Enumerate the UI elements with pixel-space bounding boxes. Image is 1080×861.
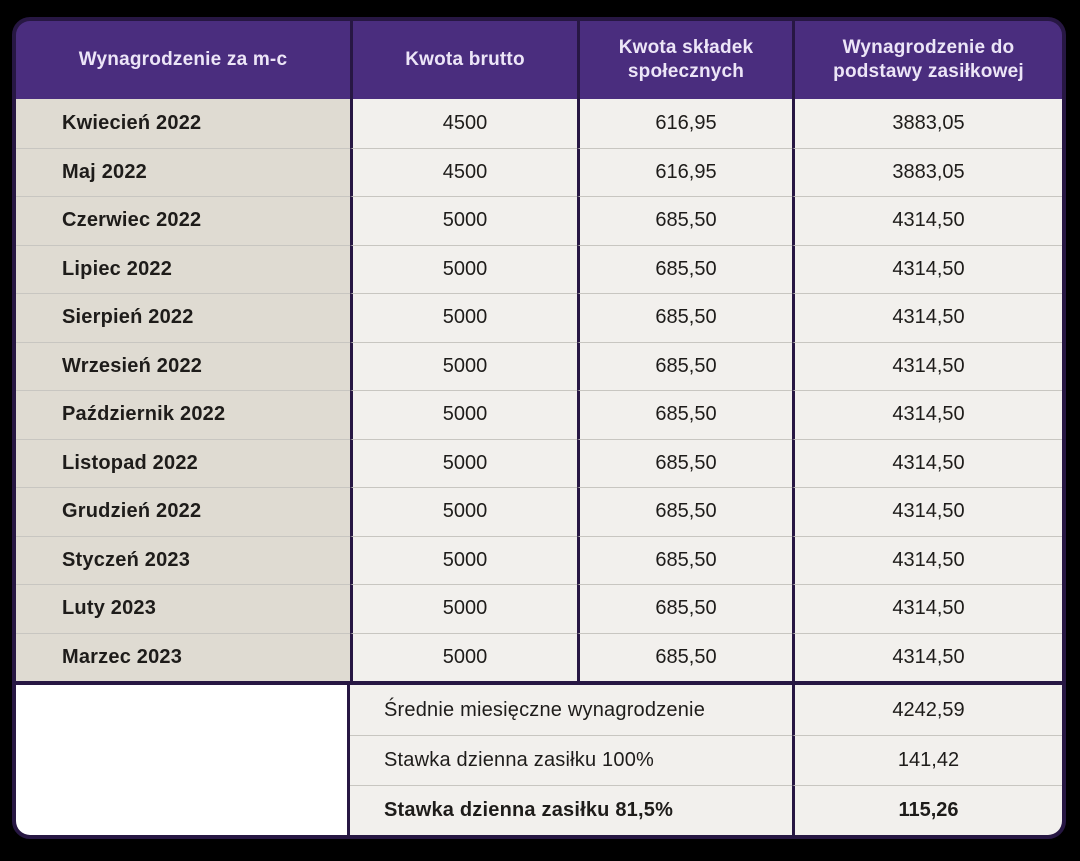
social-contrib-cell: 685,50 [577,632,792,681]
social-contrib-cell: 685,50 [577,390,792,439]
social-contrib-cell: 616,95 [577,147,792,196]
table-header-row: Wynagrodzenie za m-c Kwota brutto Kwota … [16,21,1062,99]
social-contrib-cell: 685,50 [577,584,792,633]
table-row: Styczeń 2023 5000 685,50 4314,50 [16,535,1062,584]
table-row: Listopad 2022 5000 685,50 4314,50 [16,438,1062,487]
summary-section: Średnie miesięczne wynagrodzenie 4242,59 S… [16,685,1062,835]
gross-amount-cell: 5000 [350,390,577,439]
table-row: Lipiec 2022 5000 685,50 4314,50 [16,244,1062,293]
gross-amount-cell: 5000 [350,244,577,293]
gross-amount-cell: 4500 [350,147,577,196]
benefit-base-cell: 3883,05 [792,147,1062,196]
benefit-base-cell: 4314,50 [792,438,1062,487]
header-cell-month: Wynagrodzenie za m-c [16,21,350,99]
month-cell: Luty 2023 [16,584,350,633]
table-row: Czerwiec 2022 5000 685,50 4314,50 [16,196,1062,245]
month-cell: Lipiec 2022 [16,244,350,293]
table-row: Luty 2023 5000 685,50 4314,50 [16,584,1062,633]
summary-divider [16,681,1062,685]
social-contrib-cell: 685,50 [577,293,792,342]
benefit-base-cell: 4314,50 [792,196,1062,245]
table-row: Kwiecień 2022 4500 616,95 3883,05 [16,99,1062,148]
gross-amount-cell: 5000 [350,584,577,633]
benefit-base-cell: 4314,50 [792,341,1062,390]
benefit-base-cell: 4314,50 [792,632,1062,681]
benefit-base-cell: 4314,50 [792,584,1062,633]
social-contrib-cell: 616,95 [577,99,792,148]
summary-label: Średnie miesięczne wynagrodzenie [350,685,792,735]
month-cell: Grudzień 2022 [16,487,350,536]
month-cell: Maj 2022 [16,147,350,196]
month-cell: Sierpień 2022 [16,293,350,342]
table-row: Marzec 2023 5000 685,50 4314,50 [16,632,1062,681]
benefit-base-cell: 3883,05 [792,99,1062,148]
gross-amount-cell: 5000 [350,487,577,536]
benefit-base-cell: 4314,50 [792,390,1062,439]
header-cell-benefit-base: Wynagrodzenie do podstawy zasiłkowej [792,21,1062,99]
table-body: Kwiecień 2022 4500 616,95 3883,05 Maj 2022 45… [16,99,1062,681]
summary-value: 115,26 [792,785,1062,835]
gross-amount-cell: 5000 [350,632,577,681]
month-cell: Kwiecień 2022 [16,99,350,148]
gross-amount-cell: 5000 [350,196,577,245]
table-row: Grudzień 2022 5000 685,50 4314,50 [16,487,1062,536]
gross-amount-cell: 4500 [350,99,577,148]
header-cell-social-contributions: Kwota składek społecznych [577,21,792,99]
benefit-base-cell: 4314,50 [792,535,1062,584]
month-cell: Marzec 2023 [16,632,350,681]
summary-label: Stawka dzienna zasiłku 100% [350,735,792,785]
month-cell: Listopad 2022 [16,438,350,487]
table-row: Październik 2022 5000 685,50 4314,50 [16,390,1062,439]
month-cell: Październik 2022 [16,390,350,439]
gross-amount-cell: 5000 [350,535,577,584]
benefit-base-cell: 4314,50 [792,244,1062,293]
summary-label: Stawka dzienna zasiłku 81,5% [350,785,792,835]
gross-amount-cell: 5000 [350,341,577,390]
table-row: Sierpień 2022 5000 685,50 4314,50 [16,293,1062,342]
salary-table-card: Wynagrodzenie za m-c Kwota brutto Kwota … [12,17,1066,839]
summary-value: 141,42 [792,735,1062,785]
gross-amount-cell: 5000 [350,293,577,342]
social-contrib-cell: 685,50 [577,341,792,390]
summary-empty-block [16,685,350,835]
social-contrib-cell: 685,50 [577,438,792,487]
table-row: Maj 2022 4500 616,95 3883,05 [16,147,1062,196]
gross-amount-cell: 5000 [350,438,577,487]
benefit-base-cell: 4314,50 [792,293,1062,342]
month-cell: Styczeń 2023 [16,535,350,584]
social-contrib-cell: 685,50 [577,244,792,293]
social-contrib-cell: 685,50 [577,535,792,584]
month-cell: Wrzesień 2022 [16,341,350,390]
summary-value: 4242,59 [792,685,1062,735]
header-cell-gross-amount: Kwota brutto [350,21,577,99]
month-cell: Czerwiec 2022 [16,196,350,245]
benefit-base-cell: 4314,50 [792,487,1062,536]
table-row: Wrzesień 2022 5000 685,50 4314,50 [16,341,1062,390]
social-contrib-cell: 685,50 [577,487,792,536]
social-contrib-cell: 685,50 [577,196,792,245]
